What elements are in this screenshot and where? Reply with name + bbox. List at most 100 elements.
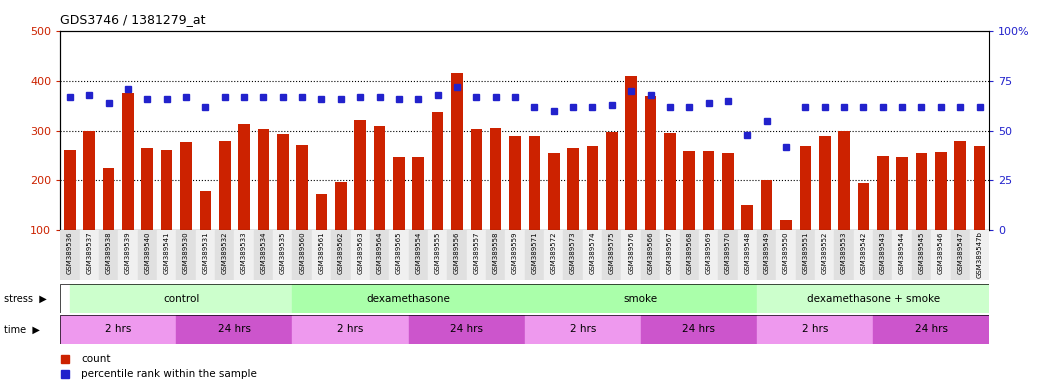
Bar [586,146,598,280]
Bar [393,157,405,280]
Bar [680,230,699,280]
Text: GSM389541: GSM389541 [164,232,169,274]
Text: GSM389571: GSM389571 [531,232,538,274]
Text: 24 hrs: 24 hrs [450,324,483,334]
Bar [857,183,869,280]
Text: GSM389555: GSM389555 [435,232,440,274]
Text: GSM389543: GSM389543 [880,232,885,274]
Bar [640,230,660,280]
Bar [622,230,640,280]
Bar [741,205,754,280]
Text: GSM389535: GSM389535 [280,232,285,274]
Bar [293,230,311,280]
Bar [447,230,467,280]
Text: time  ▶: time ▶ [4,324,40,334]
Bar [799,146,811,280]
Bar [897,157,908,280]
Bar [974,146,985,280]
Bar [815,230,835,280]
Bar [873,315,989,344]
Text: GSM389537: GSM389537 [86,232,92,274]
Bar [660,230,680,280]
Text: GSM389538: GSM389538 [106,232,112,274]
Bar [409,230,428,280]
Text: GSM389568: GSM389568 [686,232,692,274]
Text: GSM389565: GSM389565 [395,232,402,274]
Text: GSM389552: GSM389552 [822,232,827,274]
Bar [935,152,947,280]
Text: 24 hrs: 24 hrs [682,324,715,334]
Text: GSM389562: GSM389562 [337,232,344,274]
Text: dexamethasone: dexamethasone [366,293,450,304]
Bar [118,230,138,280]
Text: percentile rank within the sample: percentile rank within the sample [81,369,256,379]
Bar [757,315,873,344]
Text: stress  ▶: stress ▶ [4,293,47,304]
Bar [83,131,95,280]
Text: GSM389556: GSM389556 [454,232,460,274]
Bar [103,168,114,280]
Bar [293,284,525,313]
Bar [293,315,409,344]
Bar [219,141,230,280]
Bar [141,148,154,280]
Text: GSM389554: GSM389554 [415,232,421,274]
Bar [176,230,196,280]
Text: GSM389545: GSM389545 [919,232,925,274]
Text: GSM389561: GSM389561 [319,232,325,274]
Bar [893,230,911,280]
Bar [564,230,582,280]
Bar [602,230,622,280]
Bar [157,230,176,280]
Bar [428,230,447,280]
Bar [181,142,192,280]
Text: GSM389530: GSM389530 [183,232,189,274]
Bar [625,76,637,280]
Bar [122,93,134,280]
Text: GSM389553: GSM389553 [841,232,847,274]
Text: GSM389547b: GSM389547b [977,232,983,278]
Text: GSM389549: GSM389549 [764,232,769,274]
Text: smoke: smoke [624,293,658,304]
Bar [273,230,293,280]
Bar [64,149,76,280]
Bar [199,192,211,280]
Text: GSM389539: GSM389539 [125,232,131,274]
Bar [354,119,366,280]
Bar [506,230,525,280]
Bar [548,153,559,280]
Bar [253,230,273,280]
Bar [718,230,738,280]
Bar [951,230,969,280]
Text: GSM389551: GSM389551 [802,232,809,274]
Bar [722,153,734,280]
Bar [738,230,757,280]
Text: GSM389531: GSM389531 [202,232,209,274]
Bar [331,230,351,280]
Bar [176,315,293,344]
Bar [528,136,540,280]
Text: GSM389560: GSM389560 [299,232,305,274]
Bar [296,144,308,280]
Text: count: count [81,354,110,364]
Bar [757,284,989,313]
Bar [374,126,385,280]
Text: GSM389575: GSM389575 [609,232,614,274]
Text: 24 hrs: 24 hrs [218,324,251,334]
Bar [257,129,269,280]
Bar [835,230,853,280]
Text: GSM389532: GSM389532 [222,232,227,274]
Text: GSM389558: GSM389558 [493,232,498,274]
Bar [316,194,327,280]
Bar [877,156,889,280]
Text: GSM389550: GSM389550 [783,232,789,274]
Text: GSM389546: GSM389546 [937,232,944,274]
Bar [470,129,482,280]
Text: GSM389574: GSM389574 [590,232,596,274]
Bar [911,230,931,280]
Bar [239,124,250,280]
Text: 2 hrs: 2 hrs [337,324,363,334]
Bar [60,230,80,280]
Bar [452,73,463,280]
Bar [606,132,618,280]
